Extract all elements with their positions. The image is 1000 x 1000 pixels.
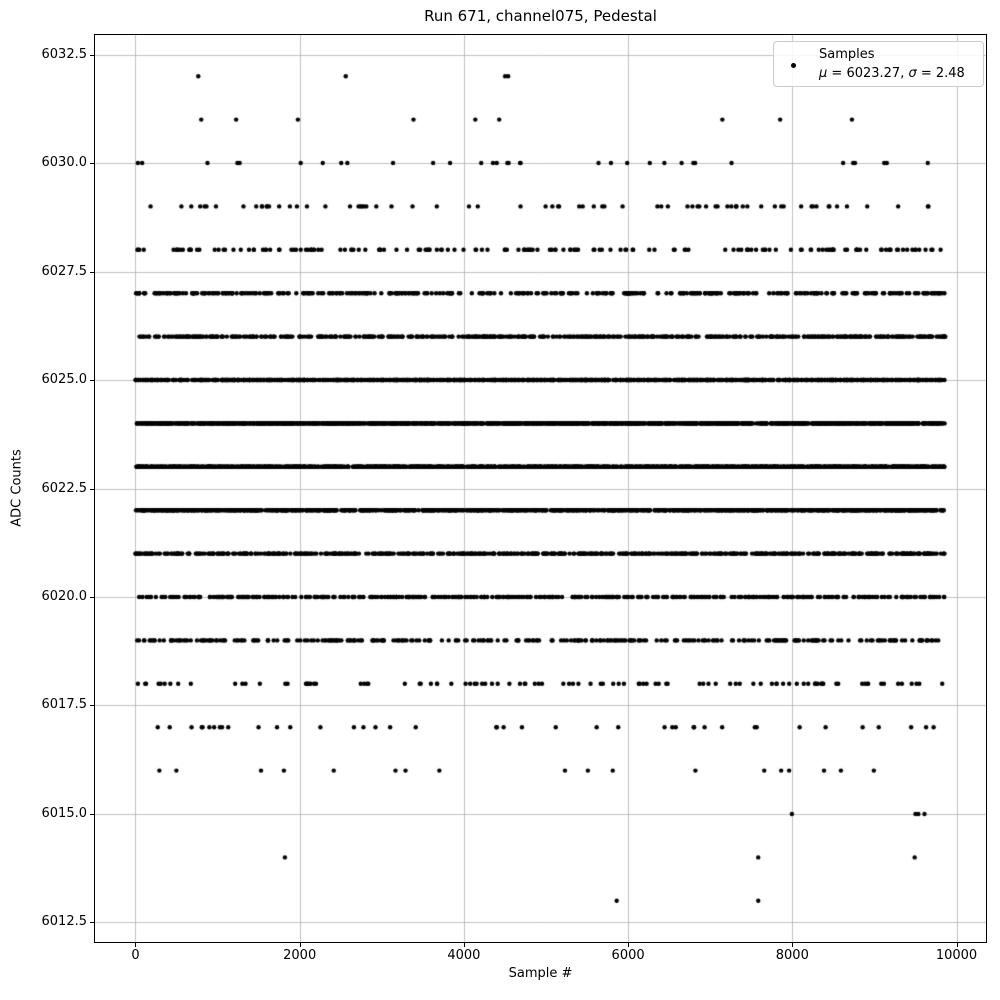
x-axis-label: Sample # (508, 966, 573, 981)
y-tick-mark (90, 380, 94, 381)
x-tick-mark (628, 943, 630, 947)
legend-text: Samples μ = 6023.27, σ = 2.48 (819, 45, 965, 83)
scatter-plot-canvas (95, 35, 986, 942)
y-tick-mark (90, 54, 94, 56)
y-tick-mark (90, 596, 94, 598)
x-tick-mark (299, 943, 301, 947)
y-axis-label: ADC Counts (9, 449, 25, 527)
x-tick-label: 6000 (611, 948, 645, 963)
x-tick-mark (792, 943, 794, 947)
y-tick-label: 6015.0 (41, 805, 88, 821)
legend-mu-value: = 6023.27, (827, 66, 909, 81)
x-tick-label: 8000 (775, 948, 809, 963)
y-tick-label: 6022.5 (41, 480, 88, 496)
y-tick-label: 6012.5 (41, 914, 88, 930)
x-tick-label: 10000 (935, 948, 978, 963)
x-tick-label: 0 (131, 948, 140, 963)
legend-mu-symbol: μ (819, 66, 828, 81)
legend-series-label: Samples (819, 47, 875, 62)
x-tick-label: 4000 (447, 948, 481, 963)
y-tick-mark (90, 705, 94, 707)
y-tick-label: 6025.0 (41, 372, 88, 387)
plot-title: Run 671, channel075, Pedestal (424, 7, 657, 25)
y-tick-mark (90, 813, 94, 815)
y-tick-label: 6017.5 (41, 697, 88, 713)
legend-stats-line: μ = 6023.27, σ = 2.48 (819, 64, 965, 83)
y-tick-label: 6030.0 (41, 155, 88, 171)
legend-sample-marker-icon (791, 63, 796, 68)
x-tick-label: 2000 (283, 948, 317, 963)
x-tick-mark (463, 943, 465, 947)
y-tick-label: 6032.5 (41, 46, 88, 62)
x-tick-mark (956, 943, 958, 947)
legend-sigma-value: = 2.48 (916, 66, 965, 81)
y-tick-mark (90, 488, 94, 490)
y-tick-mark (90, 271, 94, 273)
x-tick-mark (135, 943, 137, 947)
y-tick-label: 6020.0 (41, 588, 88, 604)
plot-area (94, 34, 987, 943)
legend: Samples μ = 6023.27, σ = 2.48 (773, 41, 984, 87)
y-tick-mark (90, 163, 94, 165)
legend-sigma-symbol: σ (908, 66, 917, 81)
y-tick-mark (90, 922, 94, 924)
y-tick-label: 6027.5 (41, 263, 88, 279)
